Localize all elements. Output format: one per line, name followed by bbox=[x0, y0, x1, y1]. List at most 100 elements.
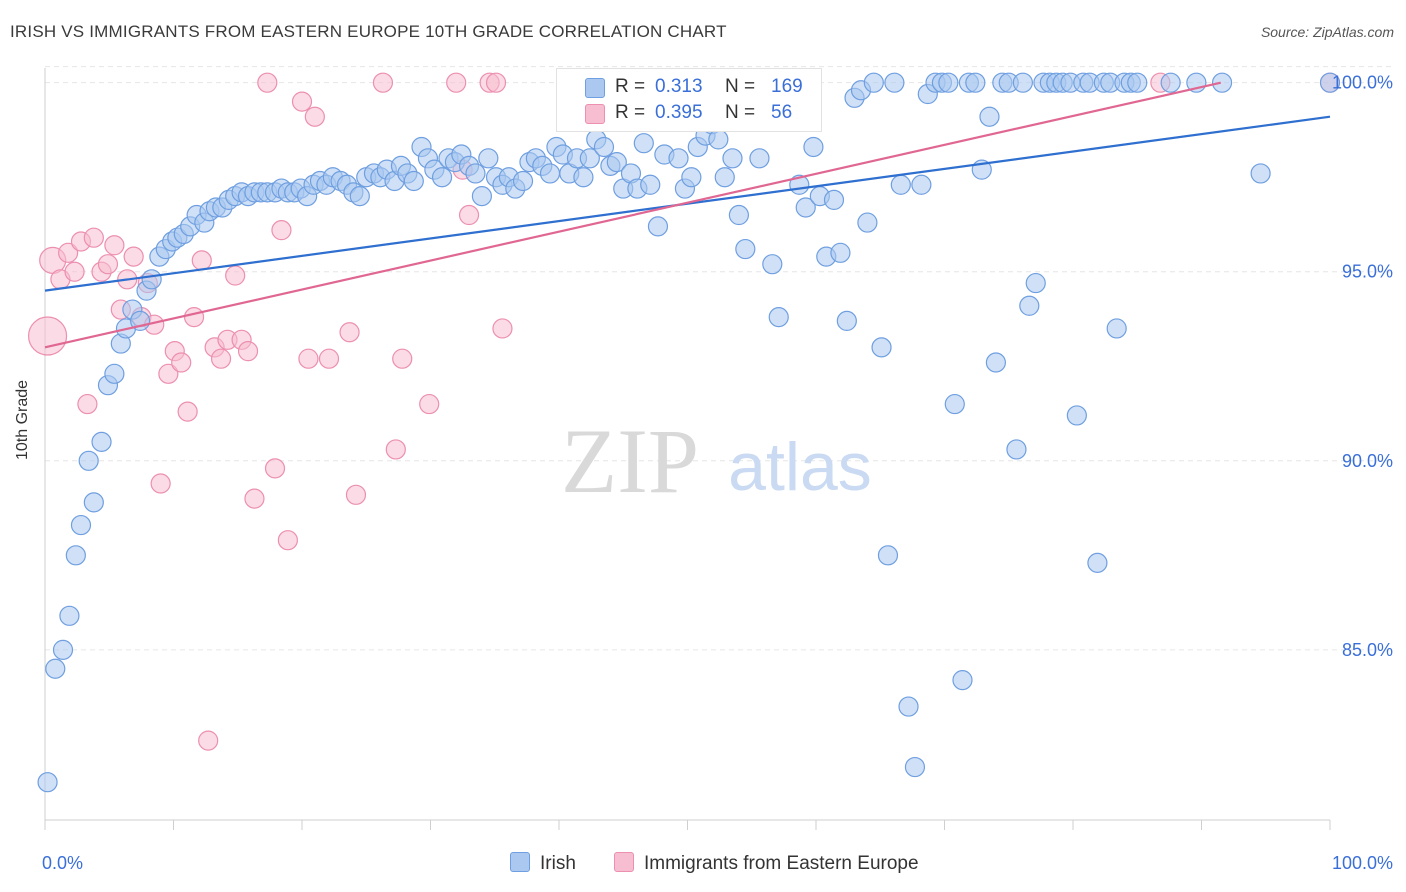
data-point bbox=[123, 246, 144, 267]
data-point bbox=[277, 530, 298, 551]
x-tick-label: 100.0% bbox=[1332, 853, 1393, 873]
data-point bbox=[762, 254, 783, 275]
data-point bbox=[264, 458, 286, 479]
data-point bbox=[898, 696, 919, 717]
data-point bbox=[210, 348, 232, 369]
data-point bbox=[985, 352, 1007, 373]
data-point bbox=[668, 148, 689, 169]
data-point bbox=[177, 401, 198, 422]
data-point bbox=[647, 216, 669, 237]
data-point bbox=[339, 322, 360, 343]
data-point bbox=[198, 730, 219, 751]
data-point bbox=[392, 348, 413, 369]
data-point bbox=[795, 197, 816, 218]
tick-labels: 85.0% 90.0% 95.0% 100.0% 0.0% 100.0% bbox=[42, 73, 1393, 873]
data-point bbox=[478, 148, 499, 169]
legend-r-value: 0.313 bbox=[655, 76, 703, 97]
data-point bbox=[83, 227, 104, 248]
data-point bbox=[298, 348, 319, 369]
legend-n-label: N = bbox=[725, 102, 756, 123]
data-point bbox=[446, 72, 467, 93]
data-point bbox=[257, 72, 278, 93]
data-point bbox=[539, 163, 561, 184]
stats-legend: R = 0.313 N = 169 R = 0.395 N = 56 bbox=[556, 68, 822, 132]
axes bbox=[44, 68, 1331, 830]
data-point bbox=[97, 254, 119, 275]
data-point bbox=[403, 170, 424, 192]
data-point bbox=[1066, 405, 1087, 426]
data-point bbox=[593, 136, 615, 158]
data-point bbox=[37, 772, 58, 793]
data-point bbox=[492, 318, 513, 339]
data-point bbox=[573, 167, 594, 188]
bottom-legend-label-eastern-europe: Immigrants from Eastern Europe bbox=[644, 853, 919, 874]
watermark: ZIP atlas bbox=[561, 410, 872, 512]
bottom-legend-irish: Irish bbox=[510, 852, 576, 875]
data-point bbox=[857, 212, 878, 233]
data-point bbox=[158, 363, 179, 384]
data-point bbox=[714, 167, 735, 188]
data-point bbox=[735, 238, 756, 260]
chart-title: IRISH VS IMMIGRANTS FROM EASTERN EUROPE … bbox=[10, 22, 727, 41]
data-point bbox=[884, 72, 905, 93]
data-point bbox=[304, 106, 325, 127]
legend-r-label: R = bbox=[615, 102, 646, 123]
data-point bbox=[965, 72, 986, 93]
data-point bbox=[77, 393, 98, 415]
legend-swatch-irish bbox=[585, 78, 605, 98]
data-point bbox=[1019, 295, 1040, 316]
legend-swatch-eastern-europe bbox=[585, 104, 605, 124]
series-irish-points bbox=[37, 72, 1341, 793]
data-point bbox=[70, 514, 92, 536]
data-point bbox=[1127, 72, 1148, 93]
data-point bbox=[150, 473, 171, 494]
data-point bbox=[1211, 72, 1233, 93]
data-point bbox=[458, 204, 480, 226]
data-point bbox=[1106, 318, 1127, 339]
data-point bbox=[237, 341, 259, 362]
data-point bbox=[944, 393, 965, 415]
data-point bbox=[465, 163, 486, 184]
trend-line-eastern-europe bbox=[44, 81, 1222, 349]
data-point bbox=[938, 72, 959, 93]
bottom-legend-swatch-eastern-europe bbox=[614, 852, 634, 872]
data-point bbox=[141, 269, 162, 290]
data-point bbox=[1006, 439, 1027, 460]
data-point bbox=[979, 106, 1000, 127]
source-credit: Source: ZipAtlas.com bbox=[1260, 24, 1394, 40]
data-point bbox=[59, 605, 80, 626]
data-point bbox=[225, 265, 246, 286]
data-point bbox=[58, 242, 79, 263]
data-point bbox=[1250, 163, 1271, 184]
data-point bbox=[722, 148, 743, 169]
bottom-legend-swatch-irish bbox=[510, 852, 530, 872]
trend-lines bbox=[44, 81, 1331, 349]
legend-n-value: 56 bbox=[771, 102, 793, 123]
data-point bbox=[768, 307, 789, 328]
data-point bbox=[171, 352, 192, 373]
bottom-legend-eastern-europe: Immigrants from Eastern Europe bbox=[614, 852, 919, 875]
legend-r-value: 0.395 bbox=[655, 102, 703, 123]
data-point bbox=[836, 310, 857, 331]
legend-r-label: R = bbox=[615, 76, 646, 97]
data-point bbox=[385, 439, 406, 460]
data-point bbox=[1087, 552, 1108, 573]
data-point bbox=[345, 484, 367, 505]
data-point bbox=[291, 91, 313, 112]
data-point bbox=[485, 72, 507, 93]
data-point bbox=[65, 545, 86, 566]
data-point bbox=[904, 756, 926, 778]
data-point bbox=[579, 148, 600, 169]
watermark-atlas: atlas bbox=[728, 429, 872, 505]
data-point bbox=[318, 348, 340, 369]
bottom-legend-label-irish: Irish bbox=[540, 853, 576, 874]
data-point bbox=[681, 167, 702, 188]
data-point bbox=[52, 639, 74, 660]
data-point bbox=[104, 363, 125, 384]
data-point bbox=[104, 235, 125, 256]
data-point bbox=[863, 72, 884, 93]
data-point bbox=[749, 148, 770, 169]
data-point bbox=[708, 129, 729, 150]
data-point bbox=[911, 174, 932, 195]
